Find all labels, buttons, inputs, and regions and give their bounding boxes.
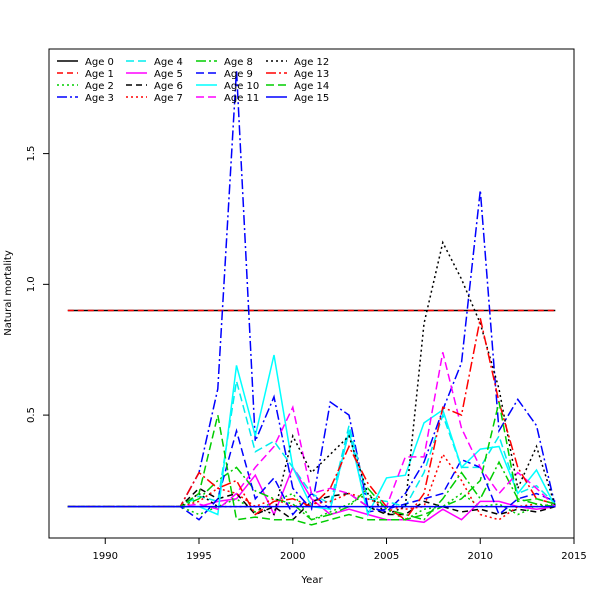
legend-label: Age 9: [224, 69, 253, 80]
y-axis-title: Natural mortality: [3, 250, 14, 336]
legend-label: Age 14: [294, 81, 329, 92]
x-tick-label: 2005: [374, 551, 399, 562]
x-tick-label: 2010: [468, 551, 493, 562]
series-layer: [67, 69, 557, 526]
legend-label: Age 15: [294, 93, 329, 104]
legend-label: Age 12: [294, 57, 329, 68]
legend-label: Age 2: [85, 81, 114, 92]
legend-label: Age 5: [154, 69, 183, 80]
series-line-age-11: [67, 352, 556, 511]
y-tick-label: 0.5: [26, 407, 37, 423]
legend-label: Age 8: [224, 57, 253, 68]
series-line-age-14: [67, 401, 556, 526]
legend-label: Age 0: [85, 57, 114, 68]
x-axis-title: Year: [300, 575, 323, 586]
axis-layer: 1990 1995 2000 2005 2010 2015 0.5 1.0 1.5: [26, 146, 587, 562]
plot-area-frame: [48, 48, 575, 539]
legend-label: Age 11: [224, 93, 259, 104]
legend-label: Age 7: [154, 93, 183, 104]
legend-label: Age 6: [154, 81, 183, 92]
x-tick-label: 1995: [186, 551, 211, 562]
legend-label: Age 13: [294, 69, 329, 80]
legend-label: Age 3: [85, 93, 114, 104]
x-tick-label: 2015: [561, 551, 586, 562]
legend-label: Age 10: [224, 81, 259, 92]
legend-label: Age 1: [85, 69, 114, 80]
y-tick-label: 1.5: [26, 146, 37, 162]
x-tick-label: 2000: [280, 551, 305, 562]
legend-label: Age 4: [154, 57, 183, 68]
y-tick-label: 1.0: [26, 276, 37, 292]
x-tick-label: 1990: [93, 551, 118, 562]
